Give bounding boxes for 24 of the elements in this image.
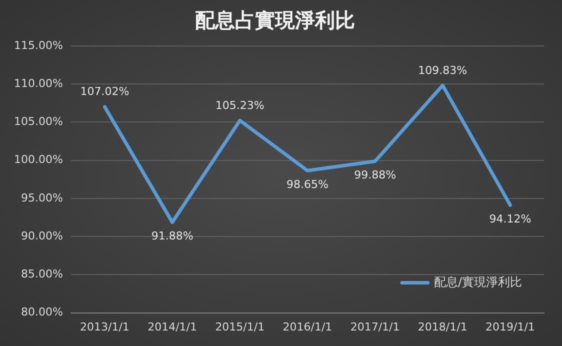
data-label: 94.12%: [489, 212, 532, 226]
x-tick-label: 2017/1/1: [350, 320, 400, 334]
data-label: 105.23%: [215, 98, 264, 112]
y-tick-label: 105.00%: [14, 115, 63, 128]
x-tick-label: 2016/1/1: [282, 320, 332, 334]
y-tick-label: 80.00%: [20, 306, 63, 319]
data-label: 99.88%: [354, 168, 396, 182]
data-label: 98.65%: [286, 178, 328, 191]
x-tick-label: 2015/1/1: [215, 320, 265, 334]
y-tick-label: 110.00%: [14, 76, 63, 90]
data-label: 109.83%: [418, 64, 468, 77]
y-tick-label: 95.00%: [20, 191, 63, 204]
legend-label: 配息/實現淨利比: [434, 274, 522, 289]
data-label: 91.88%: [151, 230, 194, 243]
y-tick-label: 90.00%: [20, 229, 63, 242]
y-tick-label: 85.00%: [20, 268, 63, 281]
x-tick-label: 2018/1/1: [418, 320, 468, 334]
data-label: 107.02%: [80, 85, 130, 98]
y-tick-label: 115.00%: [14, 38, 63, 52]
chart-title: 配息占實現淨利比: [195, 8, 355, 32]
x-tick-label: 2013/1/1: [80, 320, 130, 334]
y-tick-label: 100.00%: [14, 153, 63, 166]
x-tick-label: 2014/1/1: [148, 320, 198, 334]
x-tick-label: 2019/1/1: [486, 320, 535, 334]
